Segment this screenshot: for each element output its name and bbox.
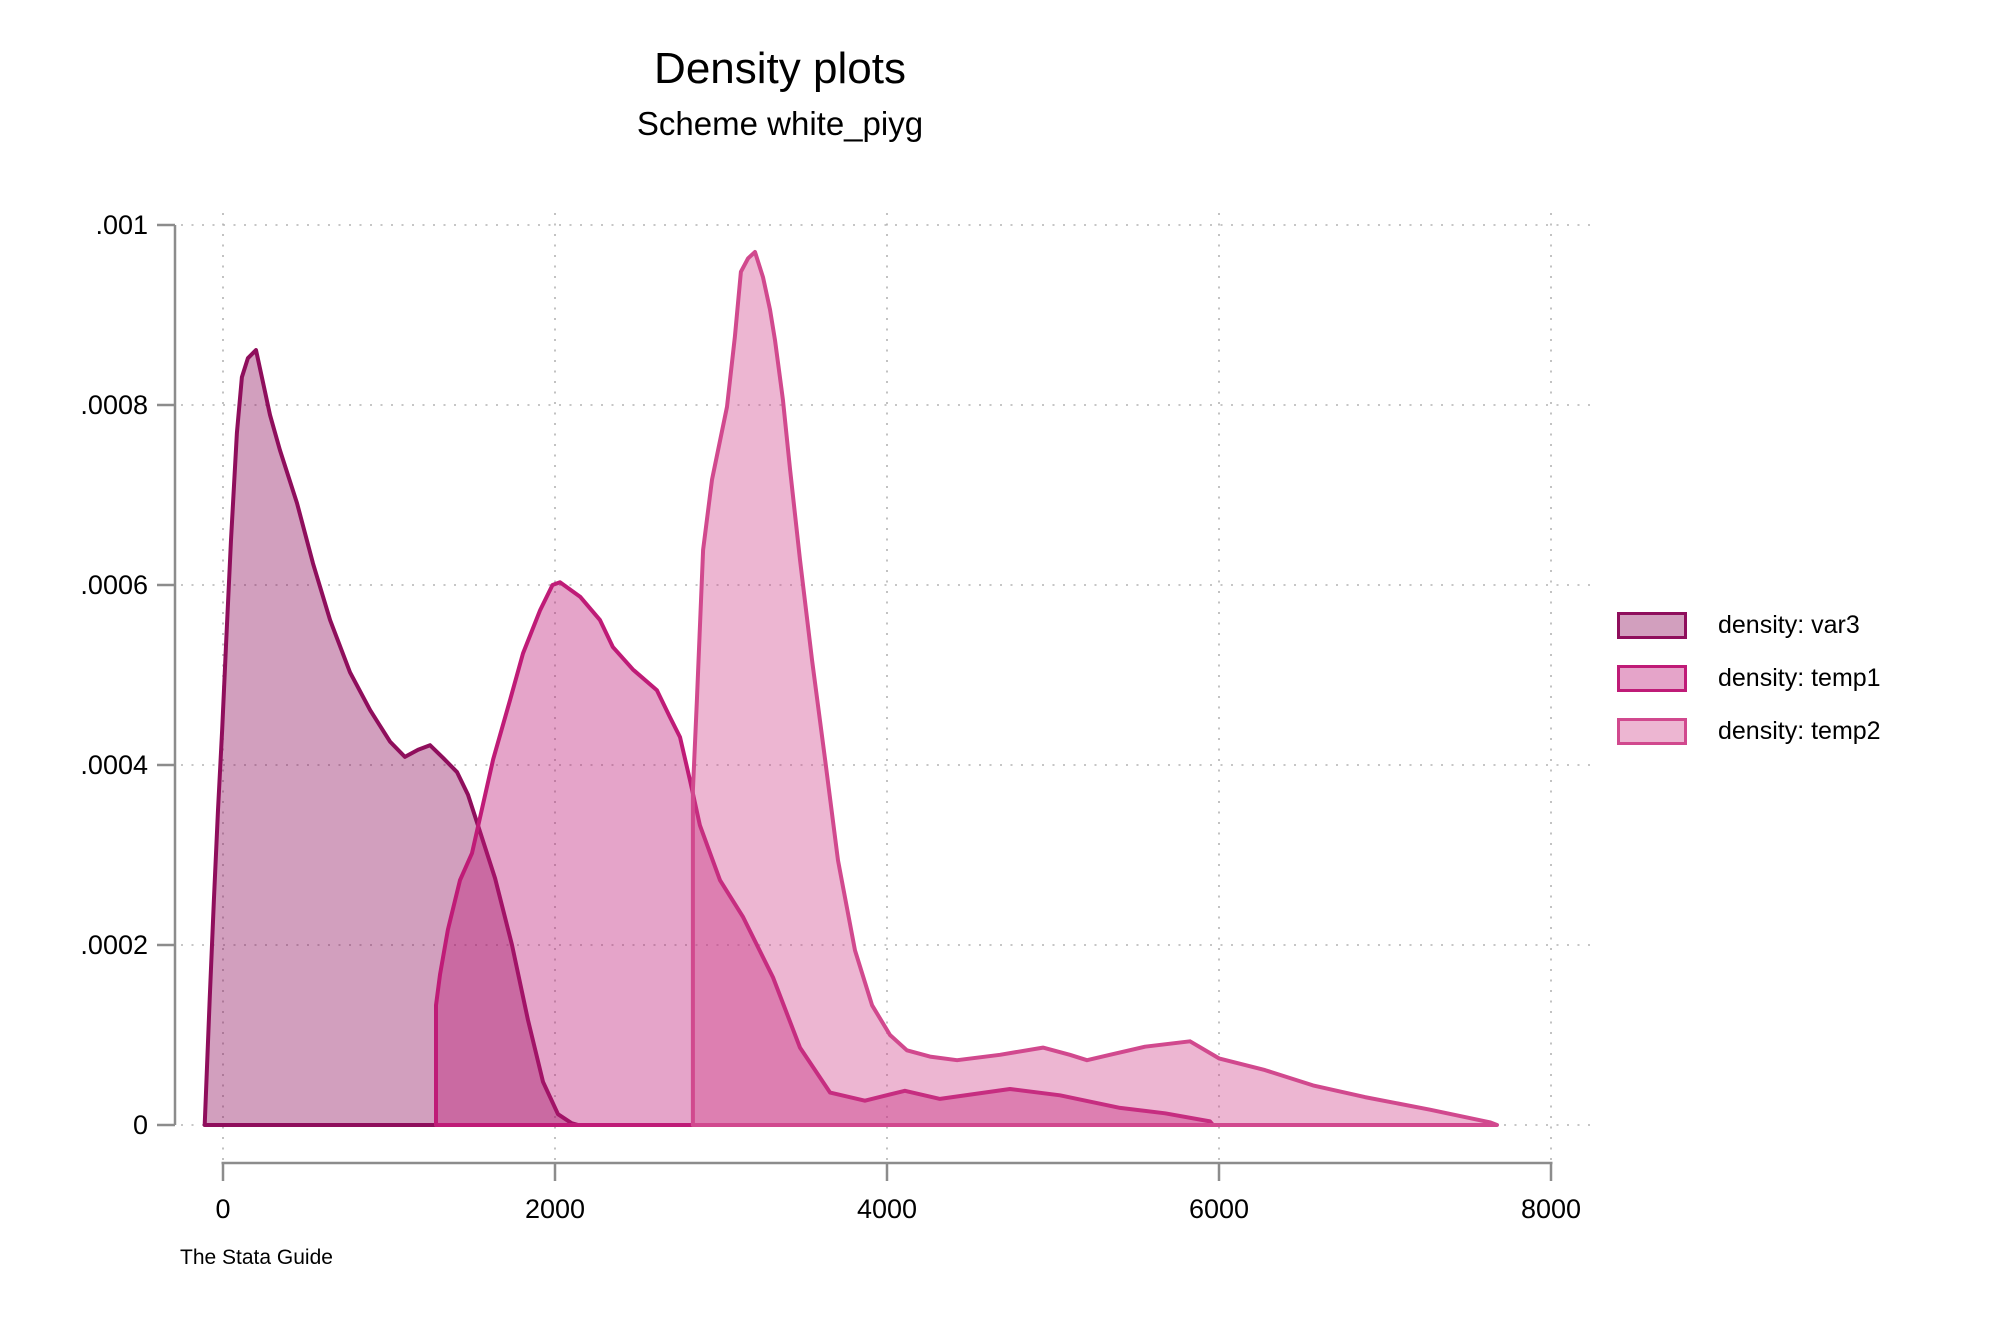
legend-swatch-temp1 xyxy=(1617,664,1687,692)
tick-labels: 0 .0002 .0004 .0006 .0008 .001 0 2000 4000 6000 80… xyxy=(80,210,1581,1224)
legend-swatch-var3 xyxy=(1617,611,1687,639)
y-tick-label: .0002 xyxy=(80,930,148,960)
legend-swatch-temp2 xyxy=(1617,717,1687,745)
source-caption: The Stata Guide xyxy=(180,1246,333,1269)
y-tick-label: .0004 xyxy=(80,750,148,780)
y-tick-label: .0006 xyxy=(80,570,148,600)
y-tick-label: .0008 xyxy=(80,390,148,420)
legend-label-temp2: density: temp2 xyxy=(1718,716,1881,745)
x-tick-label: 4000 xyxy=(857,1194,917,1224)
legend-item-temp1: density: temp1 xyxy=(1617,663,1881,692)
legend-item-var3: density: var3 xyxy=(1617,610,1881,639)
legend-label-temp1: density: temp1 xyxy=(1718,663,1881,692)
density-area-var3 xyxy=(202,348,581,1127)
x-tick-label: 6000 xyxy=(1189,1194,1249,1224)
y-tick-label: .001 xyxy=(95,210,148,240)
legend-item-temp2: density: temp2 xyxy=(1617,716,1881,745)
x-tick-label: 8000 xyxy=(1521,1194,1581,1224)
x-tick-label: 0 xyxy=(215,1194,230,1224)
x-tick-label: 2000 xyxy=(525,1194,585,1224)
density-area-temp2 xyxy=(690,250,1499,1127)
chart-legend: density: var3 density: temp1 density: te… xyxy=(1617,610,1881,771)
legend-label-var3: density: var3 xyxy=(1718,610,1860,639)
chart-subtitle: Scheme white_piyg xyxy=(636,105,924,142)
axes xyxy=(157,223,1553,1181)
y-tick-label: 0 xyxy=(133,1110,148,1140)
density-area-temp1 xyxy=(434,580,1215,1127)
chart-title: Density plots xyxy=(654,44,906,93)
